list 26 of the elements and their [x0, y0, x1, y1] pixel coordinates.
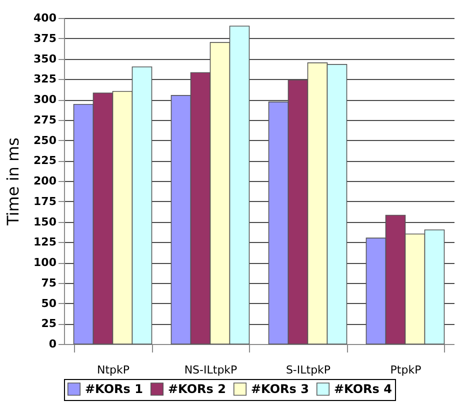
legend-label: #KORs 1 — [85, 382, 143, 396]
legend-label: #KORs 2 — [168, 382, 226, 396]
y-tick-label: 200 — [34, 174, 57, 188]
x-tick-label: NS-ILtpkP — [184, 364, 238, 376]
y-tick-label: 125 — [34, 236, 56, 249]
y-tick-label: 175 — [34, 194, 56, 208]
x-tick-label: NtpkP — [96, 364, 130, 376]
legend-label: #KORs 3 — [251, 382, 309, 396]
y-tick-label: 350 — [34, 52, 57, 66]
legend-label: #KORs 4 — [334, 382, 392, 396]
x-tick-label: S-ILtpkP — [286, 364, 331, 376]
y-tick-label: 150 — [34, 215, 57, 228]
y-tick-label: 375 — [34, 32, 56, 45]
y-tick-label: 400 — [34, 12, 57, 24]
y-tick-label: 50 — [41, 296, 57, 310]
y-axis-title: Time in ms — [4, 138, 23, 226]
x-tick-label: PtpkP — [390, 364, 422, 376]
y-tick-label: 225 — [34, 154, 56, 168]
y-tick-label: 300 — [34, 93, 57, 106]
y-tick-label: 325 — [34, 72, 56, 86]
y-tick-label: 100 — [34, 256, 57, 269]
y-tick-label: 250 — [34, 134, 57, 147]
y-tick-label: 25 — [41, 317, 56, 330]
y-tick-label: 0 — [48, 338, 57, 350]
y-tick-label: 275 — [34, 113, 56, 126]
y-tick-label: 75 — [41, 276, 56, 290]
